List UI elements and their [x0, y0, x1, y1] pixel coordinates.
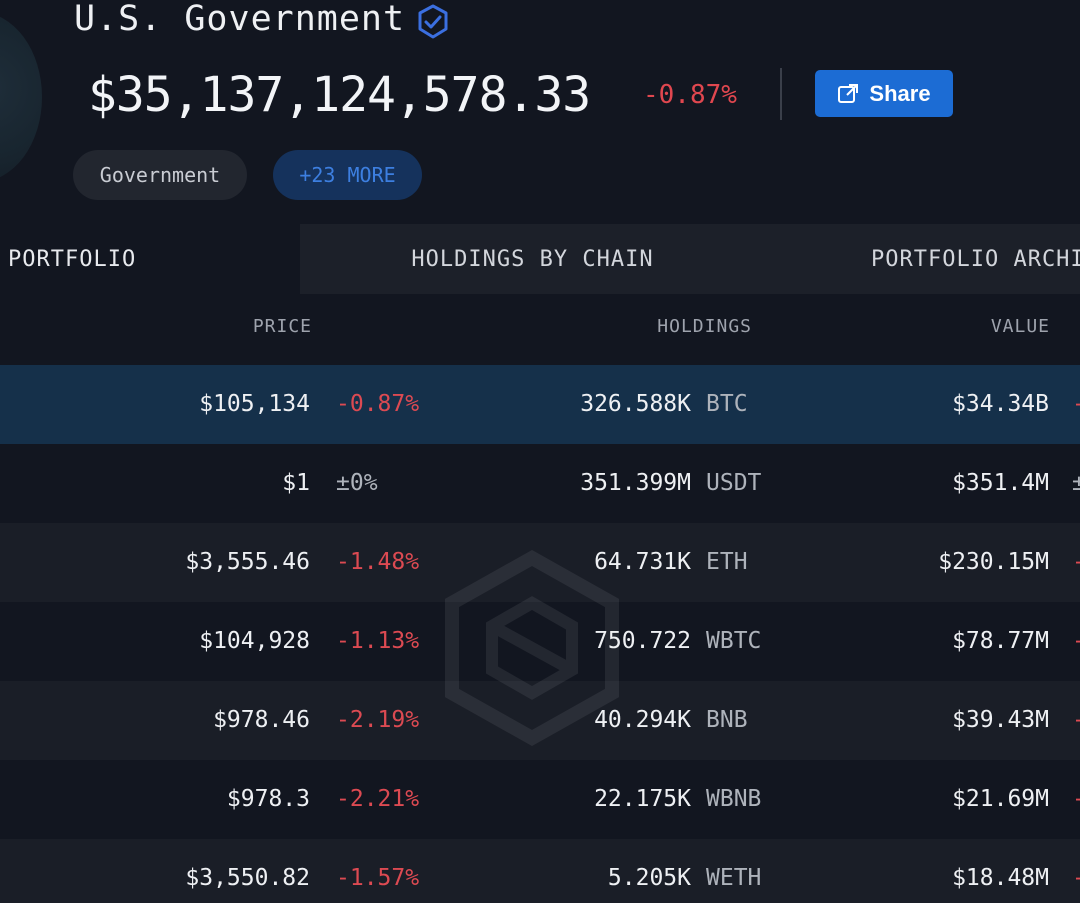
token-symbol-cell: WBNB [706, 786, 762, 812]
token-symbol-cell: WBTC [706, 628, 762, 654]
table-header: PRICE HOLDINGS VALUE [0, 294, 1080, 364]
value-change-cell: - [1072, 523, 1080, 602]
table-row[interactable]: $1 ±0% 351.399M USDT $351.4M ± [0, 444, 1080, 523]
avatar [0, 12, 42, 182]
value-change-cell: - [1072, 760, 1080, 839]
table-row[interactable]: $978.3 -2.21% 22.175K WBNB $21.69M - [0, 760, 1080, 839]
holdings-amount-cell: 750.722 [594, 628, 691, 654]
token-symbol-cell: ETH [706, 549, 748, 575]
holdings-amount-cell: 40.294K [594, 707, 691, 733]
value-cell: $39.43M [952, 707, 1049, 733]
table-row[interactable]: $978.46 -2.19% 40.294K BNB $39.43M - [0, 681, 1080, 760]
tab-bar: PORTFOLIO HOLDINGS BY CHAIN PORTFOLIO AR… [0, 224, 1080, 294]
price-change-cell: -2.19% [336, 707, 420, 733]
holdings-amount-cell: 351.399M [580, 470, 691, 496]
tab-portfolio[interactable]: PORTFOLIO [0, 224, 300, 294]
table-row[interactable]: $104,928 -1.13% 750.722 WBTC $78.77M - [0, 602, 1080, 681]
price-cell: $105,134 [199, 391, 310, 417]
tab-holdings-by-chain[interactable]: HOLDINGS BY CHAIN [411, 246, 654, 272]
price-cell: $978.46 [213, 707, 310, 733]
value-cell: $78.77M [952, 628, 1049, 654]
price-change-cell: -1.13% [336, 628, 420, 654]
total-value-change: -0.87% [643, 80, 737, 110]
value-change-cell: ± [1072, 470, 1080, 496]
value-cell: $18.48M [952, 865, 1049, 891]
entity-header: U.S. Government $35,137,124,578.33 -0.87… [0, 0, 1080, 224]
value-cell: $351.4M [952, 470, 1049, 496]
total-portfolio-value: $35,137,124,578.33 [88, 67, 591, 123]
tab-portfolio-archive[interactable]: PORTFOLIO ARCHI [871, 246, 1080, 272]
table-row[interactable]: $3,550.82 -1.57% 5.205K WETH $18.48M - [0, 839, 1080, 903]
value-change-cell: - [1072, 365, 1080, 444]
price-cell: $978.3 [226, 786, 310, 812]
value-change-cell: - [1072, 839, 1080, 903]
value-cell: $34.34B [952, 391, 1049, 417]
value-cell: $21.69M [952, 786, 1049, 812]
price-change-cell: -1.57% [336, 865, 420, 891]
share-icon [838, 83, 859, 103]
share-button[interactable]: Share [815, 70, 953, 117]
holdings-amount-cell: 64.731K [594, 549, 691, 575]
value-change-cell: - [1072, 602, 1080, 681]
price-change-cell: -0.87% [336, 391, 420, 417]
table-row[interactable]: $105,134 -0.87% 326.588K BTC $34.34B - [0, 365, 1080, 444]
price-cell: $104,928 [199, 628, 310, 654]
price-cell: $3,550.82 [185, 865, 310, 891]
holdings-amount-cell: 326.588K [580, 391, 691, 417]
column-header-value[interactable]: VALUE [990, 316, 1050, 337]
verified-badge-icon [418, 4, 448, 39]
price-cell: $1 [282, 470, 310, 496]
column-header-price[interactable]: PRICE [252, 316, 312, 337]
table-row[interactable]: $3,555.46 -1.48% 64.731K ETH $230.15M - [0, 523, 1080, 602]
price-cell: $3,555.46 [185, 549, 310, 575]
header-divider [780, 68, 782, 120]
holdings-amount-cell: 22.175K [594, 786, 691, 812]
share-button-label: Share [869, 80, 931, 106]
entity-title: U.S. Government [74, 0, 406, 39]
value-change-cell: - [1072, 681, 1080, 760]
holdings-amount-cell: 5.205K [607, 865, 691, 891]
tag-government[interactable]: Government [73, 150, 247, 200]
price-change-cell: -2.21% [336, 786, 420, 812]
token-symbol-cell: BTC [706, 391, 748, 417]
column-header-holdings[interactable]: HOLDINGS [657, 316, 752, 337]
price-change-cell: ±0% [336, 470, 378, 496]
tag-more[interactable]: +23 MORE [273, 150, 422, 200]
token-symbol-cell: USDT [706, 470, 762, 496]
token-symbol-cell: WETH [706, 865, 762, 891]
token-symbol-cell: BNB [706, 707, 748, 733]
value-cell: $230.15M [938, 549, 1049, 575]
price-change-cell: -1.48% [336, 549, 420, 575]
